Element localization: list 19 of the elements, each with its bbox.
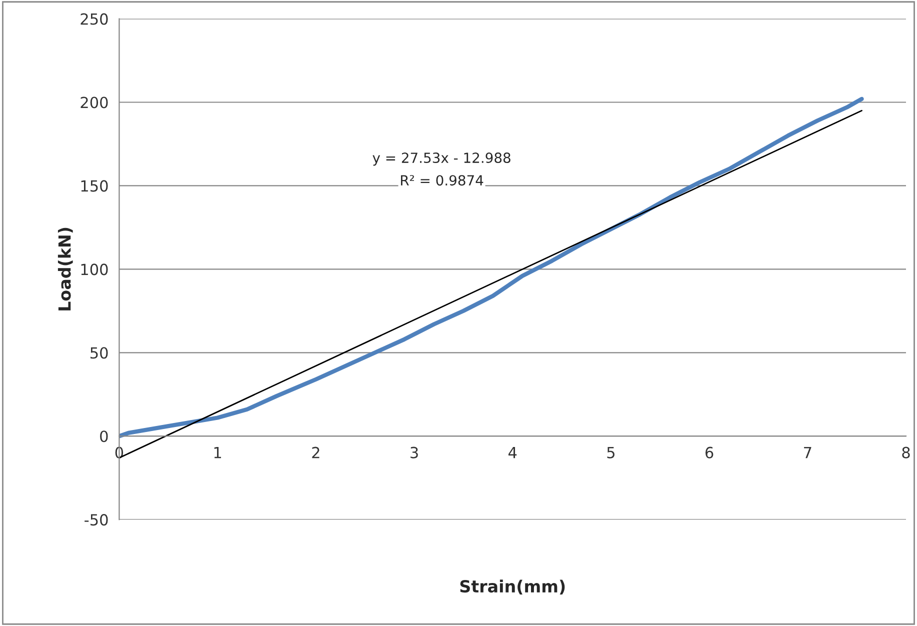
x-tick-label: 2: [312, 446, 320, 458]
y-tick-label: 0: [100, 430, 108, 442]
x-tick-label: 1: [214, 447, 222, 458]
y-tick-label: 50: [90, 347, 108, 359]
y-tick-label: 150: [81, 180, 108, 192]
x-tick-label: 3: [410, 446, 418, 458]
x-axis-title: Strain(mm): [460, 580, 565, 595]
x-tick-label: 5: [607, 447, 614, 458]
y-tick-label: 100: [81, 264, 108, 276]
x-tick-label: 4: [508, 447, 517, 458]
y-tick-label: 250: [80, 13, 108, 25]
x-tick-label: 7: [804, 447, 812, 458]
y-axis-title: Load(kN): [58, 228, 73, 310]
y-tick-label: 200: [80, 96, 108, 108]
x-tick-label: 6: [706, 446, 714, 458]
annotation: R² = 0.9874: [401, 175, 484, 186]
annotation: y = 27.53x - 12.988: [372, 152, 510, 166]
y-tick-label: -50: [84, 514, 108, 526]
x-tick-label: 8: [902, 446, 910, 458]
